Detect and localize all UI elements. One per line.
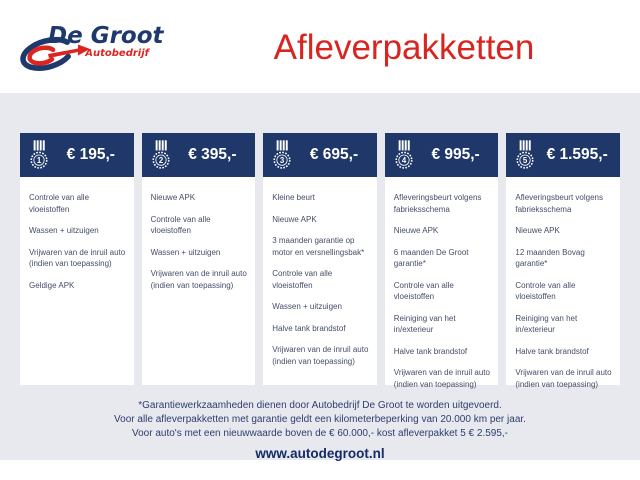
medal-icon: 4 [395, 140, 413, 169]
package-card-2: 2 € 395,- Nieuwe APK Controle van alle v… [141, 133, 256, 385]
package-card-header: 1 € 195,- [20, 133, 134, 177]
medal-icon: 5 [516, 140, 534, 169]
footnote-line: Voor alle afleverpakketten met garantie … [114, 414, 526, 425]
feature-item: Controle van alle vloeistoffen [515, 280, 576, 302]
medal-number: 5 [523, 156, 528, 165]
feature-item: Halve tank brandstof [515, 346, 589, 356]
content-area: 1 € 195,- Controle van alle vloeistoffen… [0, 93, 640, 461]
feature-item: Wassen + uitzuigen [150, 247, 221, 257]
package-card-5: 5 € 1.595,- Afleveringsbeurt volgens fab… [506, 133, 620, 389]
package-price: € 995,- [431, 146, 480, 163]
feature-item: Kleine beurt [272, 193, 315, 202]
medal-number: 3 [280, 156, 285, 165]
medal-number: 2 [158, 156, 163, 165]
svg-text:Autobedrijf: Autobedrijf [84, 48, 150, 59]
footnote-line: *Garantiewerkzaamheden dienen door Autob… [138, 400, 502, 411]
feature-item: Controle van alle vloeistoffen [393, 280, 454, 302]
package-features: Kleine beurt Nieuwe APK 3 maanden garant… [263, 177, 377, 377]
package-card-1: 1 € 195,- Controle van alle vloeistoffen… [20, 133, 134, 385]
feature-item: Vrijwaren van de inruil auto (indien van… [150, 269, 247, 290]
feature-item: Vrijwaren van de inruil auto (indien van… [515, 368, 612, 389]
feature-item: Nieuwe APK [393, 226, 439, 235]
package-card-header: 3 € 695,- [263, 133, 377, 177]
feature-item: Halve tank brandstof [272, 323, 346, 333]
package-card-header: 5 € 1.595,- [506, 133, 620, 177]
footnote-line: Voor auto's met een nieuwwaarde boven de… [131, 428, 509, 439]
feature-item: Reiniging van het in/exterieur [515, 313, 578, 335]
page-title: Afleverpakketten [273, 27, 535, 67]
medal-icon: 3 [273, 140, 291, 169]
medal-icon: 1 [30, 140, 48, 169]
package-card-header: 2 € 395,- [141, 133, 256, 177]
feature-item: Wassen + uitzuigen [272, 302, 342, 311]
feature-item: Vrijwaren van de inruil auto (indien van… [272, 345, 369, 366]
feature-item: 12 maanden Bovag garantie* [515, 247, 585, 269]
package-card-header: 4 € 995,- [384, 133, 499, 177]
feature-item: Afleveringsbeurt volgens fabrieksschema [393, 193, 482, 214]
package-price: € 195,- [66, 146, 115, 163]
feature-item: Controle van alle vloeistoffen [150, 214, 211, 236]
feature-item: Nieuwe APK [515, 226, 560, 235]
feature-item: Controle van alle vloeistoffen [272, 269, 333, 290]
package-price: € 695,- [309, 146, 359, 163]
header-band: De Groot Autobedrijf Afleverpakketten [0, 0, 640, 93]
feature-item: Afleveringsbeurt volgens fabrieksschema [515, 193, 603, 214]
package-features: Afleveringsbeurt volgens fabrieksschema … [506, 177, 620, 400]
medal-number: 4 [402, 156, 407, 165]
package-card-3: 3 € 695,- Kleine beurt Nieuwe APK 3 maan… [263, 133, 377, 385]
medal-icon: 2 [152, 140, 170, 169]
feature-item: Halve tank brandstof [393, 346, 468, 356]
package-price: € 395,- [188, 146, 237, 163]
feature-item: 6 maanden De Groot garantie* [393, 247, 469, 269]
brand-logo: De Groot Autobedrijf [18, 17, 168, 77]
package-card-4: 4 € 995,- Afleveringsbeurt volgens fabri… [384, 133, 499, 389]
package-features: Controle van alle vloeistoffen Wassen + … [20, 177, 134, 301]
feature-item: Nieuwe APK [150, 193, 196, 202]
medal-number: 1 [37, 156, 42, 165]
feature-item: Reiniging van het in/exterieur [393, 313, 456, 335]
bottom-whitespace [0, 460, 640, 480]
package-features: Afleveringsbeurt volgens fabrieksschema … [385, 177, 499, 400]
feature-item: Nieuwe APK [272, 214, 317, 224]
logo-mark-icon: De Groot Autobedrijf [20, 23, 165, 71]
svg-text:De Groot: De Groot [48, 23, 165, 49]
package-features: Nieuwe APK Controle van alle vloeistoffe… [142, 177, 256, 301]
feature-item: Wassen + uitzuigen [29, 226, 99, 235]
footnotes: *Garantiewerkzaamheden dienen door Autob… [0, 399, 640, 441]
package-price: € 1.595,- [546, 146, 608, 163]
feature-item: 3 maanden garantie op motor en versnelli… [272, 236, 365, 257]
feature-item: Vrijwaren van de inruil auto (indien van… [29, 247, 126, 269]
packages-grid: 1 € 195,- Controle van alle vloeistoffen… [0, 93, 640, 389]
feature-item: Geldige APK [29, 280, 75, 290]
feature-item: Controle van alle vloeistoffen [29, 193, 90, 214]
website-url[interactable]: www.autodegroot.nl [255, 446, 385, 461]
feature-item: Vrijwaren van de inruil auto (indien van… [393, 368, 490, 389]
